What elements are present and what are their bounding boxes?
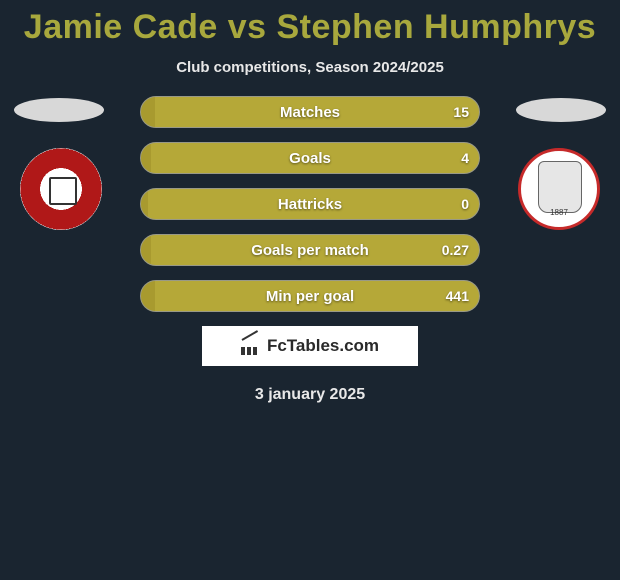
stat-label: Matches — [141, 97, 479, 127]
stat-value-right: 0 — [461, 189, 469, 219]
stat-label: Hattricks — [141, 189, 479, 219]
watermark-text: FcTables.com — [267, 336, 379, 356]
page-title: Jamie Cade vs Stephen Humphrys — [0, 0, 620, 47]
club-badge-right — [518, 148, 600, 230]
stat-bar: Hattricks0 — [140, 188, 480, 220]
subtitle: Club competitions, Season 2024/2025 — [0, 59, 620, 76]
stat-value-right: 4 — [461, 143, 469, 173]
stat-bar: Matches15 — [140, 96, 480, 128]
stat-bar: Goals4 — [140, 142, 480, 174]
stat-value-right: 15 — [453, 97, 469, 127]
stat-value-right: 0.27 — [442, 235, 469, 265]
watermark: FcTables.com — [202, 326, 418, 366]
date-label: 3 january 2025 — [0, 386, 620, 404]
stat-label: Goals per match — [141, 235, 479, 265]
stat-bar: Goals per match0.27 — [140, 234, 480, 266]
comparison-panel: Matches15 Goals4 Hattricks0 Goals per match… — [0, 96, 620, 312]
player-photo-placeholder-right — [516, 98, 606, 122]
stats-bars: Matches15 Goals4 Hattricks0 Goals per match… — [140, 96, 480, 312]
club-badge-left — [20, 148, 102, 230]
stat-label: Min per goal — [141, 281, 479, 311]
stat-value-right: 441 — [446, 281, 469, 311]
player-photo-placeholder-left — [14, 98, 104, 122]
stat-bar: Min per goal441 — [140, 280, 480, 312]
bar-chart-icon — [241, 337, 263, 355]
stat-label: Goals — [141, 143, 479, 173]
